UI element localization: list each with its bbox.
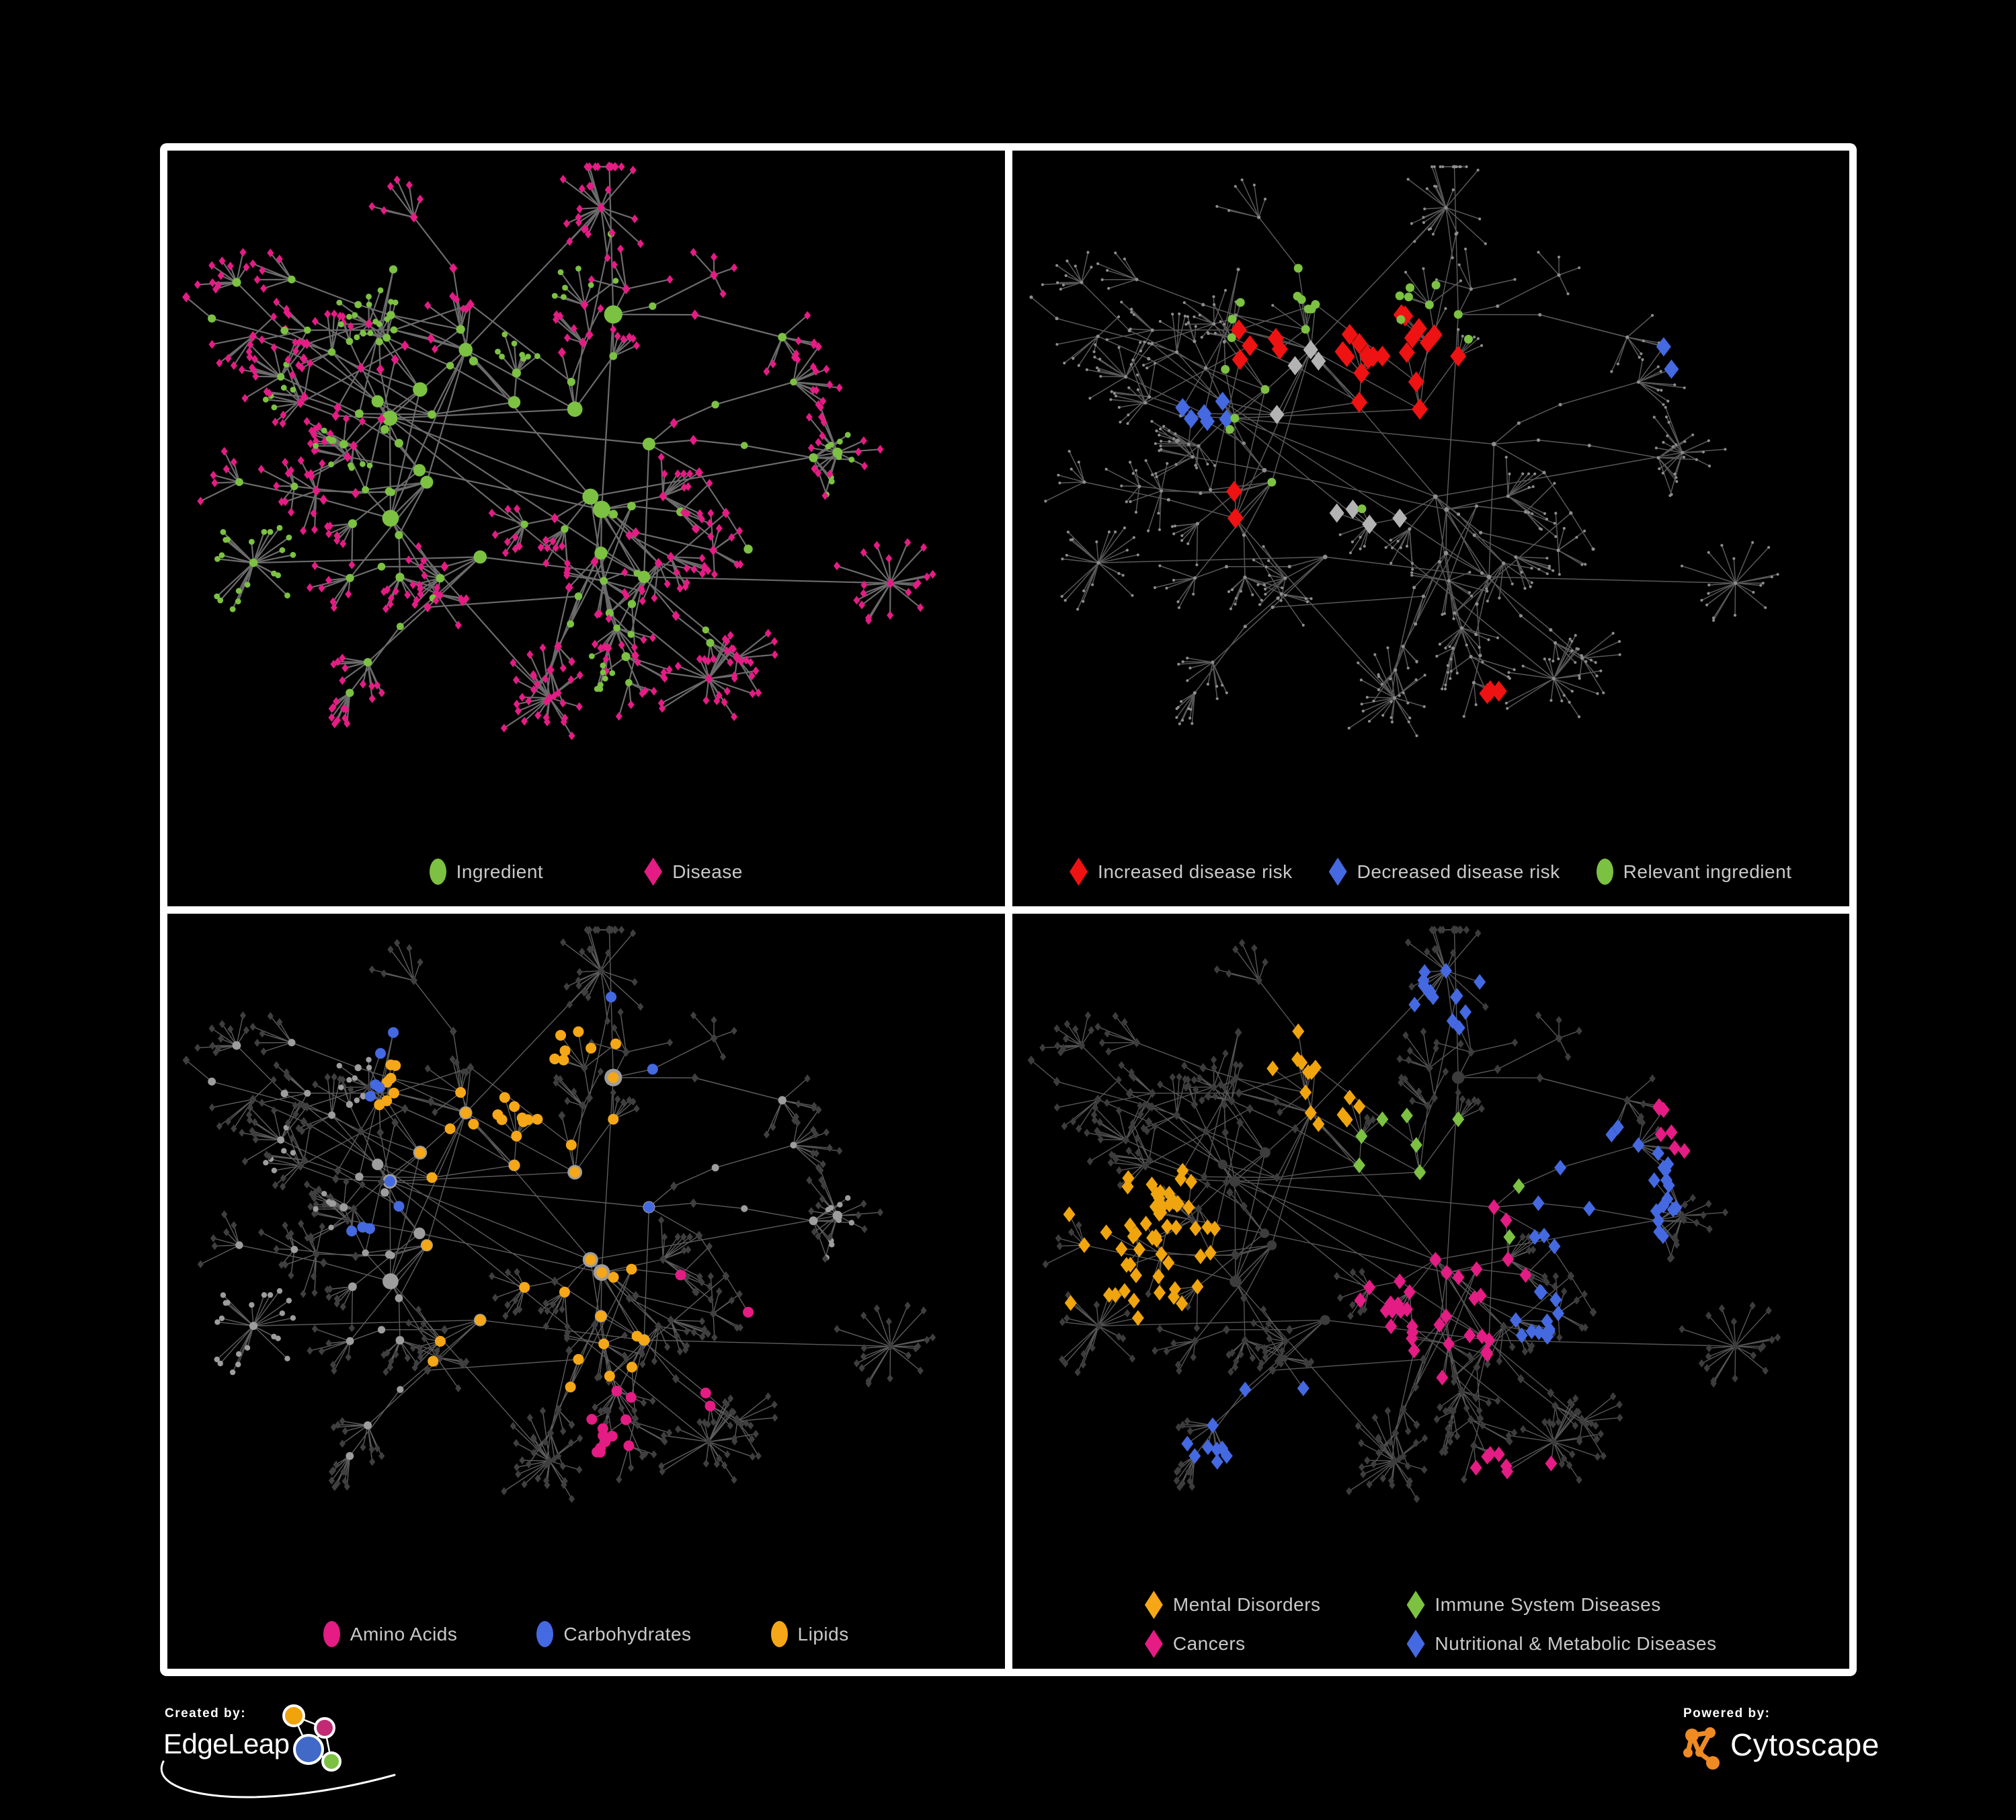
legend-label: Lipids xyxy=(797,1623,849,1645)
legend-item: Disease xyxy=(644,857,743,886)
panel-macronutrients: Amino Acids Carbohydrates Lipids xyxy=(167,913,1005,1669)
legend-disease-categories: Mental Disorders Immune System Diseases Ca… xyxy=(1012,1591,1850,1658)
legend-marker-diamond-icon xyxy=(1406,1591,1425,1619)
panel-disease-risk: Increased disease risk Decreased disease … xyxy=(1012,151,1850,906)
legend-label: Decreased disease risk xyxy=(1357,861,1560,882)
legend-marker-diamond-icon xyxy=(1328,857,1347,886)
network-graph-disease-categories xyxy=(1027,924,1781,1503)
legend-marker-circle-icon xyxy=(536,1621,554,1647)
network-graph-macronutrients xyxy=(182,924,936,1503)
legend-item: Mental Disorders xyxy=(1144,1591,1321,1619)
panel-disease-categories: Mental Disorders Immune System Diseases Ca… xyxy=(1012,913,1850,1669)
legend-label: Mental Disorders xyxy=(1172,1594,1321,1615)
legend-label: Increased disease risk xyxy=(1098,861,1293,882)
cytoscape-network-icon xyxy=(1683,1727,1720,1770)
legend-label: Immune System Diseases xyxy=(1435,1594,1661,1615)
legend-item: Cancers xyxy=(1144,1630,1246,1658)
legend-marker-diamond-icon xyxy=(1070,857,1088,886)
legend-label: Nutritional & Metabolic Diseases xyxy=(1435,1633,1717,1654)
legend-item: Increased disease risk xyxy=(1070,857,1293,886)
legend-label: Disease xyxy=(672,861,743,882)
legend-disease-risk: Increased disease risk Decreased disease … xyxy=(1012,857,1850,886)
powered-by-label: Powered by: xyxy=(1683,1706,1771,1720)
legend-marker-diamond-icon xyxy=(1144,1630,1163,1658)
network-graph-ingredient-disease xyxy=(182,161,936,740)
legend-ingredient-disease: Ingredient Disease xyxy=(167,857,1005,886)
legend-marker-diamond-icon xyxy=(644,857,663,886)
legend-item: Lipids xyxy=(770,1621,849,1647)
cytoscape-wordmark: Cytoscape xyxy=(1730,1727,1880,1762)
legend-item: Amino Acids xyxy=(323,1621,458,1647)
legend-marker-circle-icon xyxy=(770,1621,788,1647)
legend-label: Relevant ingredient xyxy=(1623,861,1792,882)
legend-marker-circle-icon xyxy=(1596,859,1613,885)
legend-item: Relevant ingredient xyxy=(1596,859,1792,885)
legend-marker-circle-icon xyxy=(323,1621,340,1647)
legend-item: Carbohydrates xyxy=(536,1621,691,1647)
legend-label: Carbohydrates xyxy=(563,1623,692,1645)
network-graph-disease-risk xyxy=(1029,165,1779,738)
edgeleap-wordmark: EdgeLeap xyxy=(163,1728,290,1759)
legend-label: Amino Acids xyxy=(350,1623,458,1645)
legend-item: Ingredient xyxy=(429,859,544,885)
legend-marker-diamond-icon xyxy=(1144,1591,1163,1619)
edgeleap-logo: Created by: EdgeLeap xyxy=(161,1704,452,1820)
edgeleap-network-icon xyxy=(282,1704,341,1772)
legend-marker-circle-icon xyxy=(429,859,446,885)
cytoscape-logo: Powered by: Cytoscape xyxy=(1682,1706,1964,1794)
edgeleap-swoosh-arc xyxy=(161,1760,396,1798)
panel-grid: Ingredient Disease Increased disease risk… xyxy=(160,143,1857,1676)
legend-label: Ingredient xyxy=(456,861,544,882)
created-by-label: Created by: xyxy=(165,1706,247,1720)
legend-label: Cancers xyxy=(1172,1633,1246,1654)
legend-macronutrients: Amino Acids Carbohydrates Lipids xyxy=(167,1621,1005,1647)
panel-ingredient-disease: Ingredient Disease xyxy=(167,151,1005,906)
legend-item: Nutritional & Metabolic Diseases xyxy=(1406,1630,1717,1658)
legend-item: Immune System Diseases xyxy=(1406,1591,1661,1619)
legend-item: Decreased disease risk xyxy=(1328,857,1560,886)
legend-marker-diamond-icon xyxy=(1406,1630,1425,1658)
